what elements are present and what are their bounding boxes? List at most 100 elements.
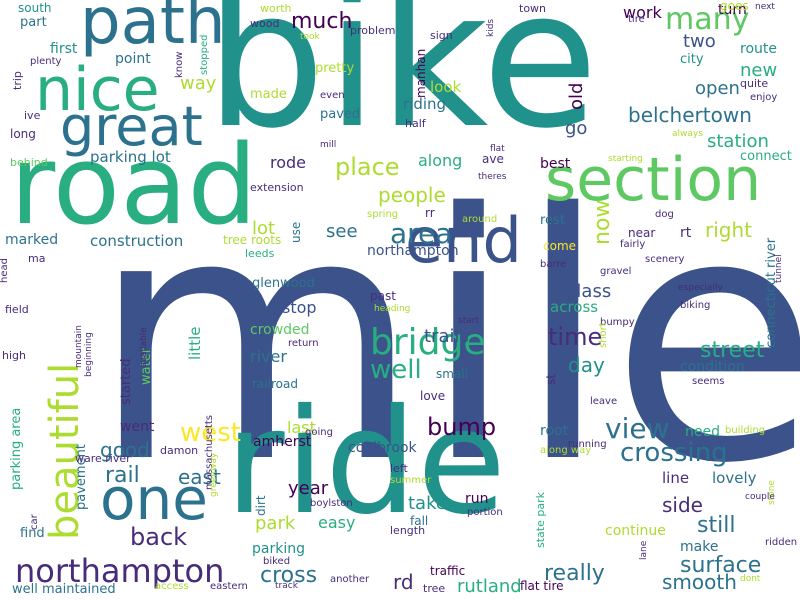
cloud-word-made: made [250,87,287,102]
cloud-word-access: access [155,581,189,592]
cloud-word-south: south [18,1,52,15]
cloud-word-kids: kids [486,18,496,37]
cloud-word-path: path [80,0,226,59]
cloud-word-field: field [5,303,29,316]
cloud-word-root: root [540,423,569,439]
cloud-word-lovely: lovely [712,469,757,487]
cloud-word-leave: leave [590,396,618,407]
cloud-word-year: year [288,478,329,499]
cloud-word-mile: mile [90,142,800,538]
cloud-word-view: view [605,412,670,445]
cloud-word-many: many [665,2,750,37]
cloud-word-need: need [685,424,720,440]
cloud-word-tree: tree [423,582,446,595]
cloud-word-pretty: pretty [315,61,355,76]
cloud-word-look: look [430,78,462,96]
cloud-word-river: river [250,347,287,366]
cloud-word-along-way: along way [540,445,592,456]
cloud-word-rd: rd [393,570,414,594]
cloud-word-stop: stop [282,298,317,317]
cloud-word-ride: ride [225,378,507,547]
cloud-word-continue: continue [605,523,666,539]
cloud-word-biked: biked [263,556,291,567]
cloud-word-know: know [174,51,185,78]
cloud-word-nice: nice [35,55,160,125]
cloud-word-rail: rail [105,463,140,488]
cloud-word-biking: biking [680,300,711,311]
cloud-word-tire: tire [628,14,645,25]
cloud-word-high: high [2,349,26,362]
cloud-word-near: near [628,226,656,240]
cloud-word-ive: ive [24,109,41,122]
cloud-word-wood: wood [250,17,280,30]
cloud-word-well-maintained: well maintained [12,582,116,597]
cloud-word-especially: especially [678,283,723,293]
cloud-word-building: building [725,425,766,436]
cloud-word-boylston: boylston [310,498,353,509]
cloud-word-amherst: amherst [253,434,312,450]
cloud-word-see: see [326,221,358,242]
cloud-word-surface: surface [680,553,762,578]
cloud-word-west: west [180,418,242,448]
cloud-word-new: new [740,60,778,81]
cloud-word-dont: dont [740,574,761,584]
cloud-word-rr: rr [425,206,435,220]
cloud-word-long: long [10,127,36,141]
cloud-word-coldbrook: coldbrook [348,440,417,456]
cloud-word-love: love [420,389,446,403]
cloud-word-mountain: mountain [74,325,84,368]
cloud-word-eastern: eastern [210,581,248,592]
cloud-word-left: left [390,462,408,475]
cloud-word-one: one [100,465,208,533]
cloud-word-crowded: crowded [250,322,310,338]
cloud-word-available: available [139,327,149,368]
cloud-word-road: road [10,121,258,249]
cloud-word-even: even [320,90,345,101]
cloud-word-way: way [180,73,217,94]
cloud-word-part: part [20,15,47,30]
cloud-word-paved: paved [320,107,361,122]
cloud-word-trails: trails [424,326,469,347]
cloud-word-short: short [598,322,609,348]
cloud-word-seems: seems [692,376,725,387]
cloud-word-go: go [565,118,588,139]
cloud-word-couple: couple [745,492,775,502]
cloud-word-ware-river: ware river [75,452,131,465]
cloud-word-great: great [60,95,203,158]
cloud-word-place: place [335,153,400,181]
cloud-word-parking-lot: parking lot [90,148,171,166]
cloud-word-leeds: leeds [245,247,275,260]
cloud-word-damon: damon [160,444,199,457]
cloud-word-glenwood: glenwood [252,276,315,291]
cloud-word-fall: fall [410,514,429,528]
cloud-word-ridden: ridden [765,537,798,548]
cloud-word-still: still [697,513,736,538]
cloud-word-problem: problem [350,24,396,37]
cloud-word-northampton: northampton [15,552,225,590]
cloud-word-side: side [662,493,703,517]
cloud-word-flat-tire: flat tire [520,579,564,593]
cloud-word-next: next [755,2,775,12]
cloud-word-portion: portion [467,507,503,518]
cloud-word-another: another [330,574,370,585]
cloud-word-rode: rode [270,153,307,172]
cloud-word-lane: lane [639,540,649,560]
cloud-word-rutland: rutland [457,576,522,597]
cloud-word-riding: riding [403,95,447,113]
cloud-word-bumpy: bumpy [600,317,635,328]
cloud-word-car: car [29,514,40,530]
cloud-word-work: work [623,3,662,22]
cloud-word-heading: heading [374,304,411,314]
cloud-word-tunnel: tunnel [774,254,784,283]
cloud-word-track: track [275,581,298,591]
cloud-word-rt: rt [680,225,692,241]
cloud-word-old: old [566,82,587,110]
cloud-word-gravel: gravel [600,266,632,277]
cloud-word-bike: bike [205,0,599,170]
cloud-word-use: use [289,221,303,243]
cloud-word-extension: extension [250,181,304,194]
cloud-word-plenty: plenty [30,56,62,67]
cloud-word-find: find [20,526,45,541]
cloud-word-going: going [305,427,333,438]
